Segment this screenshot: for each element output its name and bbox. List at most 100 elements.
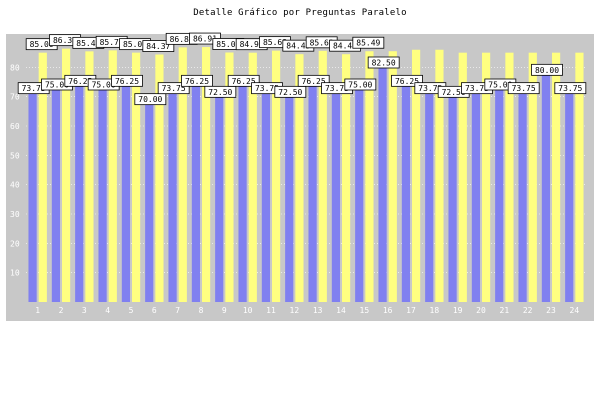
x-axis-ticks: 1 2 3 4 5 6 7 8 9 10 11 12 13 14 15 16 17 18 19 20 21 22 23 24 [35, 306, 579, 315]
y-tick-label: 70 [10, 93, 20, 102]
bar-series-b [435, 49, 444, 302]
data-label-text: 73.75 [558, 84, 582, 93]
bar-series-a [28, 85, 37, 303]
y-tick-label: 20 [10, 239, 20, 248]
data-label-box [297, 74, 330, 87]
x-tick-label: 13 [313, 306, 323, 315]
x-tick-label: 19 [453, 306, 463, 315]
y-axis-ticks: 10 20 30 40 50 60 70 80 [10, 63, 20, 277]
bar-series-b [412, 49, 421, 302]
data-label: 76.25 [111, 74, 143, 87]
y-tick-label: 30 [10, 210, 20, 219]
data-label-text: 86.91 [193, 35, 217, 44]
data-label-box [344, 78, 377, 91]
bar-series-b [505, 52, 514, 302]
data-label-text: 76.25 [232, 77, 256, 86]
bar-series-a [331, 85, 340, 303]
x-tick-label: 3 [82, 306, 87, 315]
bar-series-b [458, 52, 467, 302]
bar-series-b [272, 50, 281, 302]
bar-series-b [155, 54, 164, 303]
y-tick-label: 60 [10, 122, 20, 131]
bar-series-a [98, 82, 107, 302]
bar-series-b [38, 52, 47, 302]
data-label: 73.75 [157, 82, 190, 95]
bar-series-a [75, 78, 84, 302]
data-label-text: 85.00 [30, 40, 54, 49]
bar-series-b [388, 51, 397, 303]
bar-series-a [308, 78, 317, 302]
data-label-text: 75.00 [92, 81, 116, 90]
bar-series-b [132, 52, 141, 303]
data-label-text: 86.81 [170, 35, 194, 44]
x-tick-label: 20 [476, 306, 486, 315]
data-label-box [391, 74, 423, 87]
x-tick-label: 7 [175, 306, 180, 315]
bar-series-b [295, 54, 304, 303]
data-label-text: 72.50 [278, 88, 302, 97]
bar-series-a [448, 89, 457, 302]
data-label-text: 76.25 [185, 77, 209, 86]
data-label-box [157, 82, 190, 95]
y-tick-label: 10 [10, 269, 20, 278]
x-tick-label: 9 [222, 306, 227, 315]
x-tick-label: 14 [336, 306, 346, 315]
data-label-text: 73.75 [22, 84, 46, 93]
y-tick-label: 40 [10, 181, 20, 190]
bar-series-a [285, 89, 294, 302]
bar-series-a [541, 67, 550, 302]
chart-title: Detalle Gráfico por Preguntas Paralelo [193, 8, 407, 18]
x-tick-label: 6 [152, 306, 157, 315]
data-label-text: 85.45 [76, 39, 100, 48]
data-label-text: 85.79 [100, 38, 124, 47]
x-tick-label: 18 [430, 306, 440, 315]
x-tick-label: 21 [500, 306, 510, 315]
bar-series-b [342, 54, 351, 302]
bar-series-a [378, 60, 387, 302]
bar-series-a [401, 78, 410, 302]
bar-series-b [202, 47, 211, 303]
data-label-text: 80.00 [535, 66, 559, 75]
data-label-box [134, 93, 167, 106]
data-label-text: 82.50 [372, 59, 396, 68]
bar-series-a [191, 78, 200, 302]
data-label: 76.25 [227, 74, 260, 87]
data-label-box [507, 82, 540, 95]
bar-series-a [471, 85, 480, 303]
data-label: 72.50 [274, 85, 307, 98]
data-label-text: 85.63 [310, 38, 334, 47]
bar-series-a [215, 89, 224, 302]
bar-series-a [355, 82, 364, 302]
bar-series-b [318, 50, 327, 303]
x-tick-label: 10 [243, 306, 253, 315]
data-label-text: 73.75 [325, 84, 349, 93]
x-tick-label: 23 [546, 306, 556, 315]
data-label: 75.00 [344, 78, 377, 91]
bar-series-b [85, 51, 94, 303]
data-label-text: 85.49 [356, 39, 380, 48]
data-label-box [274, 85, 307, 98]
data-label-text: 75.00 [45, 81, 69, 90]
bar-series-a [121, 78, 130, 302]
data-label-text: 73.75 [465, 84, 489, 93]
data-label-text: 70.00 [138, 95, 162, 104]
data-labels: 85.00 73.75 86.37 75.00 85.45 76.25 85.79 75.00… [17, 32, 587, 106]
bar-series-a [518, 85, 527, 303]
data-label-text: 72.50 [208, 88, 232, 97]
bar-series-b [575, 52, 584, 302]
data-label-text: 85.69 [263, 38, 287, 47]
x-tick-label: 8 [199, 306, 204, 315]
x-tick-label: 5 [129, 306, 134, 315]
bar-series-b [62, 48, 71, 303]
bar-series-b [248, 52, 257, 302]
data-label: 84.37 [142, 40, 175, 52]
data-label: 73.75 [507, 82, 540, 95]
x-tick-label: 15 [360, 306, 370, 315]
x-tick-label: 24 [570, 306, 580, 315]
data-label-box [227, 74, 260, 87]
data-label-text: 84.37 [146, 42, 170, 51]
x-tick-label: 22 [523, 306, 533, 315]
data-label-text: 84.99 [240, 40, 264, 49]
data-label-text: 72.50 [442, 88, 466, 97]
bar-series-b [482, 52, 491, 302]
